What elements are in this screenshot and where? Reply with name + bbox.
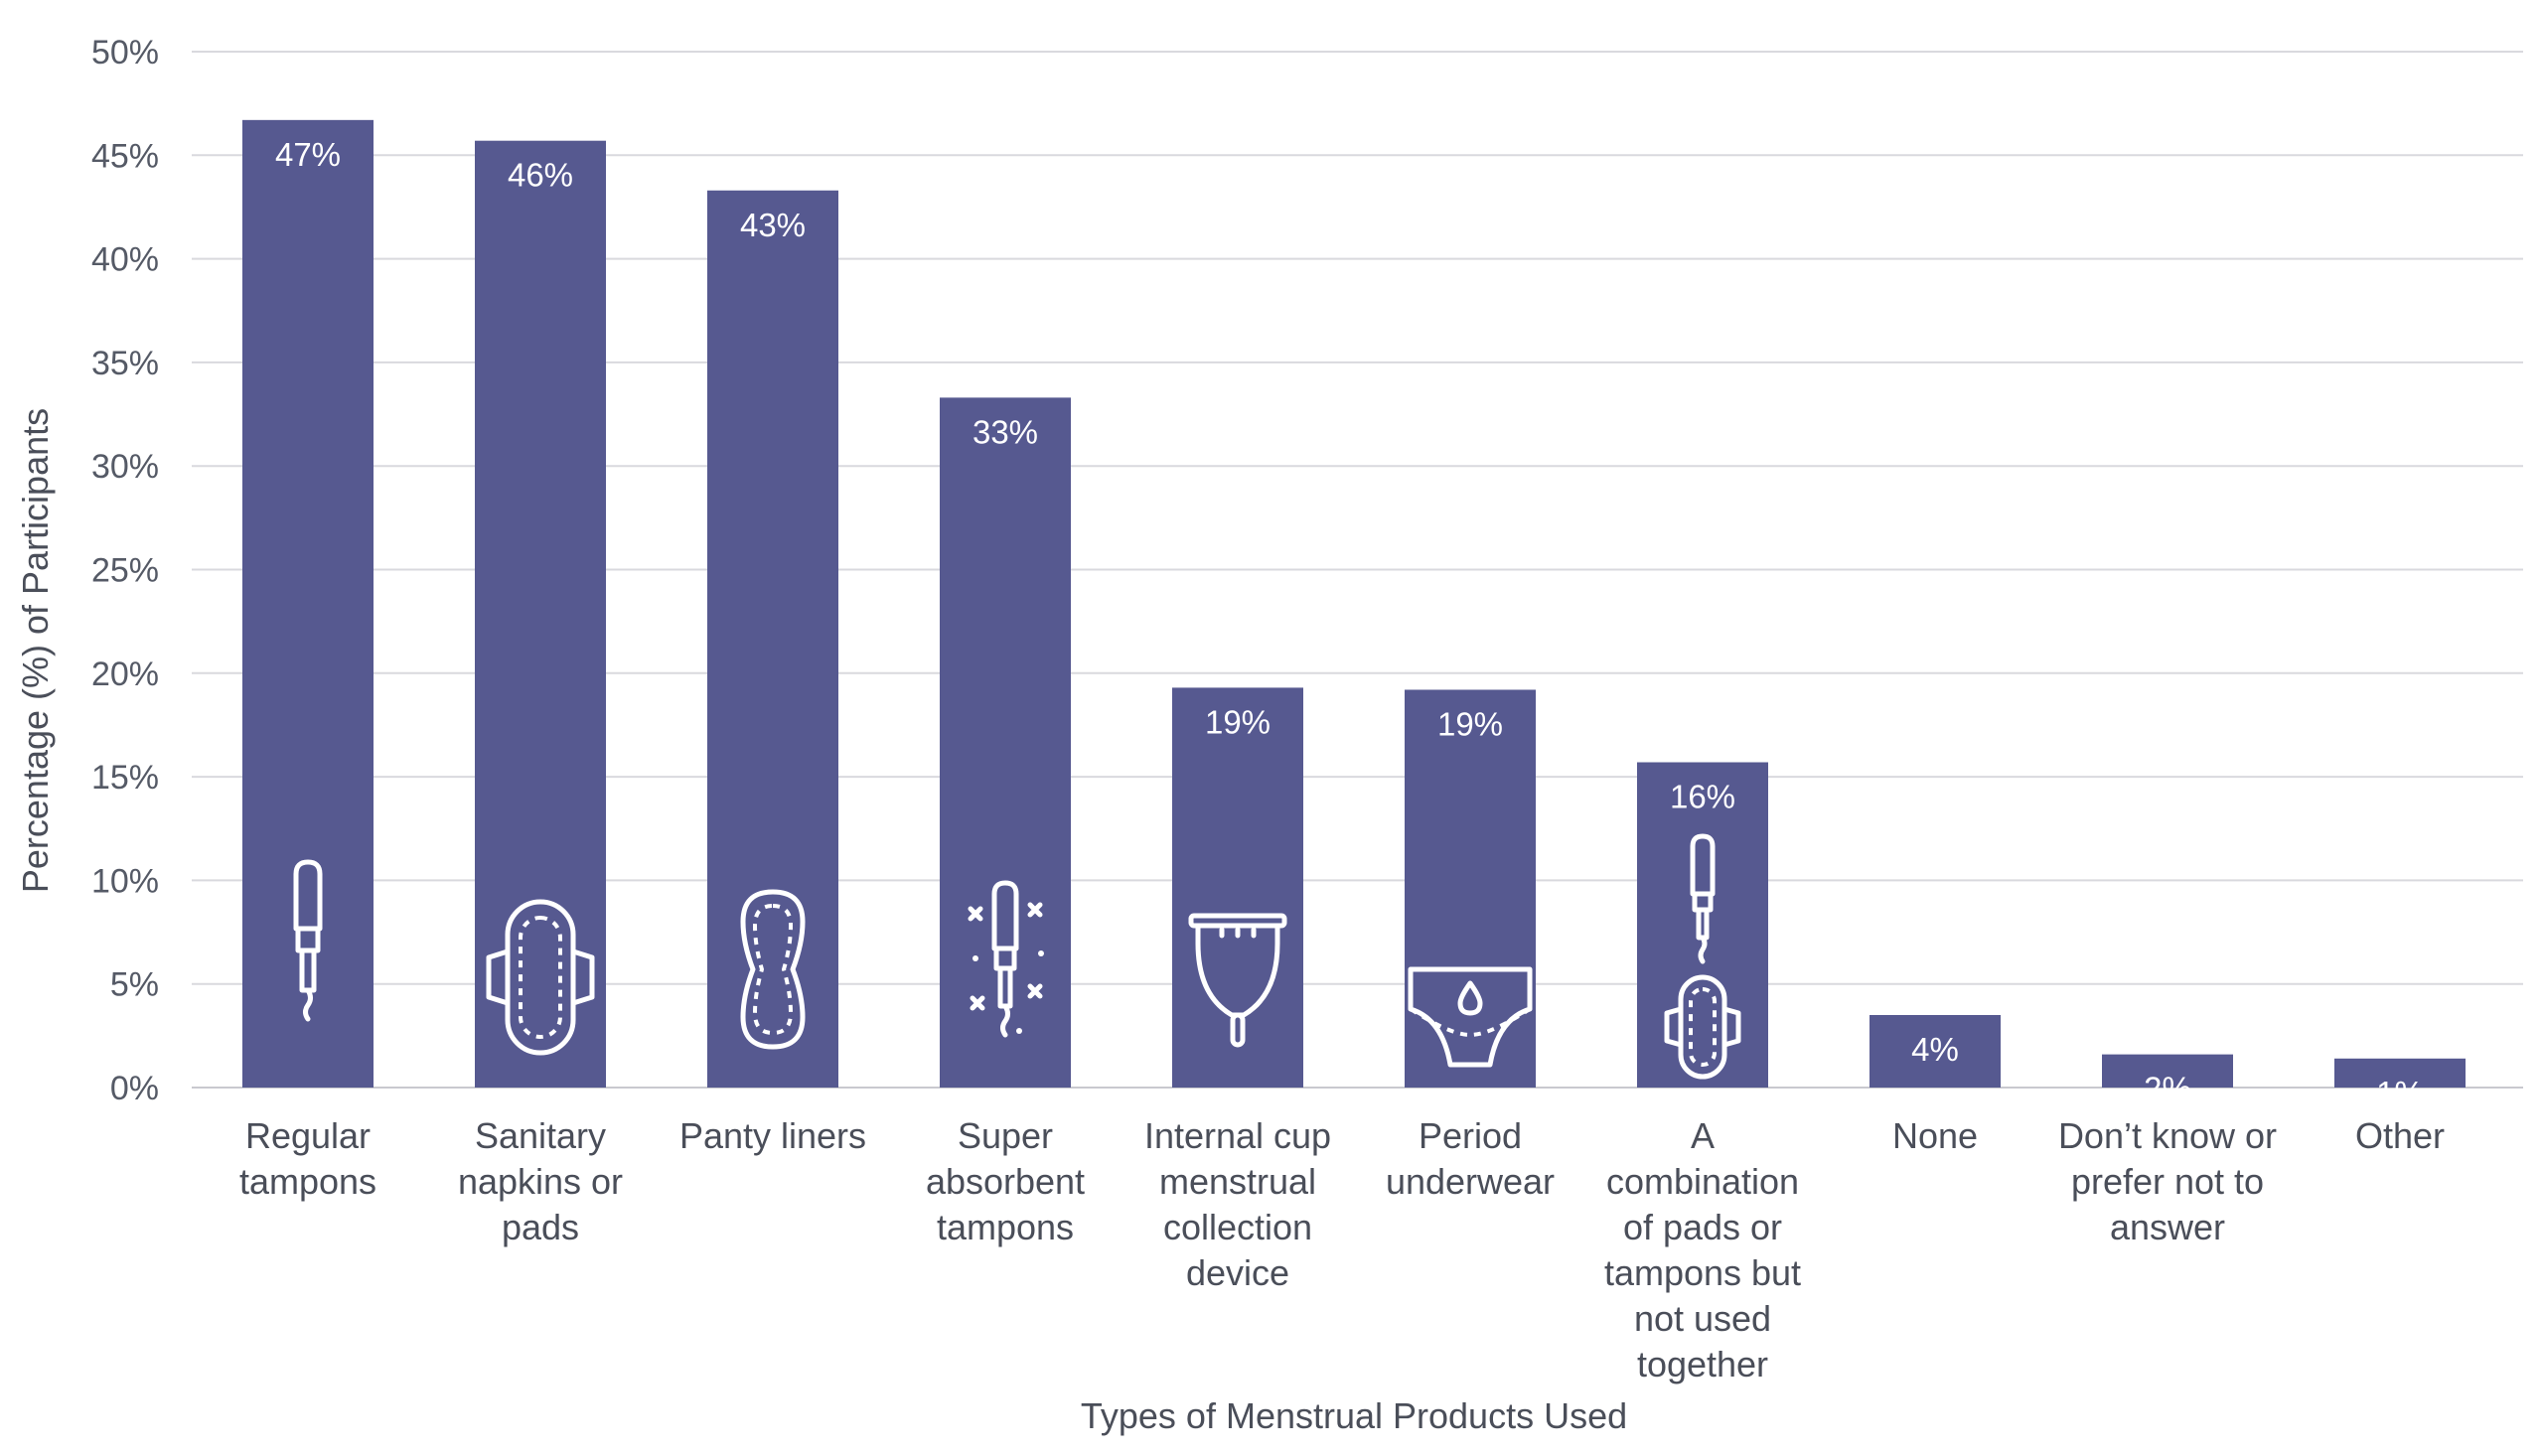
data-label: 46% — [508, 157, 573, 194]
data-label: 33% — [972, 413, 1038, 450]
bar — [2102, 1054, 2233, 1088]
x-category-label: None — [1892, 1115, 1978, 1156]
x-category-label: Internal cup menstrual collection device — [1144, 1115, 1331, 1293]
x-category-label: Other — [2355, 1115, 2445, 1156]
y-tick-label: 10% — [91, 862, 159, 900]
x-axis-title: Types of Menstrual Products Used — [1081, 1395, 1627, 1436]
y-tick-label: 20% — [91, 655, 159, 693]
bar — [1637, 762, 1768, 1088]
bar — [242, 119, 374, 1088]
data-label: 43% — [740, 207, 806, 243]
y-tick-label: 50% — [91, 34, 159, 72]
bar-group: 19% — [1172, 687, 1303, 1088]
y-axis-ticks: 0% 5% 10% 15% 20% 25% 30% 35% 40% 45% 50% — [91, 34, 159, 1107]
liner-icon — [740, 889, 806, 1050]
pad-icon — [486, 899, 595, 1056]
bar — [475, 140, 606, 1088]
bar-group: 19% — [1405, 689, 1536, 1088]
bars: 47% 46% 43% 33% 19% 19% 16% 4% 2% 1% — [242, 119, 2466, 1111]
period-underwear-icon — [1408, 966, 1533, 1068]
super-tampon-icon — [968, 880, 1044, 1038]
y-tick-label: 5% — [110, 966, 159, 1004]
data-label: 1% — [2376, 1075, 2424, 1111]
bar-group: 4% — [1870, 1014, 2001, 1088]
bar — [1172, 687, 1303, 1088]
data-label: 47% — [275, 136, 341, 173]
bar-group: 43% — [707, 190, 838, 1089]
bar-group: 1% — [2334, 1058, 2466, 1111]
bar — [1870, 1014, 2001, 1088]
data-label: 19% — [1437, 705, 1503, 742]
tampon-icon — [293, 859, 323, 1022]
x-axis-categories: Regular tampons Sanitary napkins or pads Pant… — [239, 1115, 2445, 1384]
bar — [2334, 1058, 2466, 1088]
y-tick-label: 45% — [91, 137, 159, 175]
bar-group: 46% — [475, 140, 606, 1088]
x-category-label: Period underwear — [1386, 1115, 1555, 1202]
bar — [707, 190, 838, 1089]
bar — [1405, 689, 1536, 1088]
data-label: 16% — [1670, 778, 1735, 814]
data-label: 19% — [1205, 703, 1271, 740]
x-category-label: Sanitary napkins or pads — [458, 1115, 623, 1247]
y-tick-label: 40% — [91, 241, 159, 279]
x-category-label: Panty liners — [679, 1115, 866, 1156]
tampon-and-pad-icon — [1664, 833, 1741, 1080]
bar-group: 2% — [2102, 1054, 2233, 1107]
bar-group: 16% — [1637, 762, 1768, 1088]
data-label: 2% — [2144, 1071, 2191, 1107]
y-axis-title: Percentage (%) of Participants — [15, 408, 56, 893]
bar-group: 47% — [242, 119, 374, 1088]
y-tick-label: 15% — [91, 759, 159, 797]
data-label: 4% — [1911, 1031, 1959, 1068]
y-tick-label: 0% — [110, 1070, 159, 1107]
y-tick-label: 30% — [91, 448, 159, 486]
x-category-label: Don’t know or prefer not to answer — [2058, 1115, 2277, 1247]
y-tick-label: 25% — [91, 552, 159, 590]
x-category-label: Regular tampons — [239, 1115, 376, 1202]
bar — [940, 397, 1071, 1088]
x-category-label: Super absorbent tampons — [926, 1115, 1085, 1247]
menstrual-cup-icon — [1188, 913, 1287, 1048]
y-tick-label: 35% — [91, 345, 159, 382]
bar-group: 33% — [940, 397, 1071, 1088]
